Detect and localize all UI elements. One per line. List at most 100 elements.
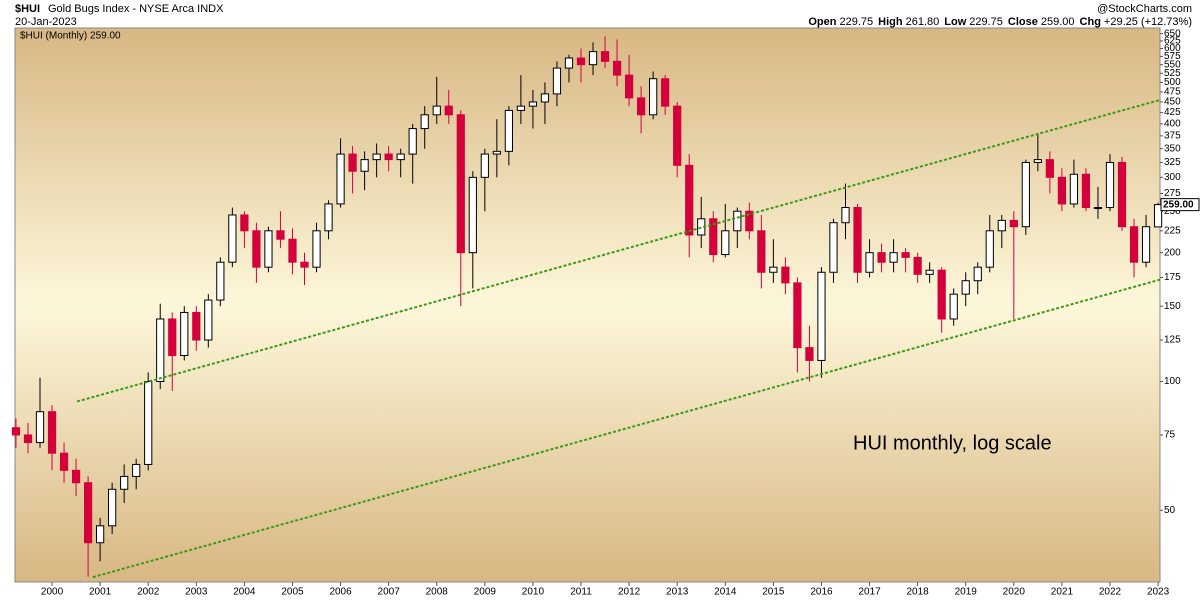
candle-body bbox=[83, 482, 93, 544]
quote-label: Open bbox=[808, 16, 836, 28]
candle-body bbox=[961, 280, 970, 295]
y-tick-label: 350 bbox=[1164, 143, 1181, 154]
candle-body bbox=[372, 153, 381, 161]
candle-body bbox=[264, 230, 273, 268]
x-tick-label: 2008 bbox=[426, 587, 449, 598]
candle-body bbox=[757, 230, 766, 273]
x-tick-label: 2019 bbox=[955, 587, 978, 598]
date: 20-Jan-2023 bbox=[15, 16, 77, 28]
y-tick-label: 50 bbox=[1164, 505, 1176, 516]
candle-body bbox=[132, 463, 141, 477]
candle-body bbox=[769, 266, 778, 273]
candle-body bbox=[661, 78, 670, 107]
candle-body bbox=[745, 210, 754, 232]
candle-body bbox=[865, 252, 874, 273]
candle-body bbox=[71, 469, 81, 484]
candle-body bbox=[829, 222, 838, 273]
y-tick-label: 100 bbox=[1164, 376, 1181, 387]
candle-body bbox=[492, 150, 501, 155]
candle-body bbox=[468, 176, 477, 254]
legend: $HUI (Monthly) 259.00 bbox=[20, 31, 121, 42]
y-tick-label: 575 bbox=[1164, 51, 1181, 62]
candle-body bbox=[240, 214, 249, 232]
x-tick-label: 2021 bbox=[1051, 587, 1074, 598]
symbol: $HUI bbox=[15, 3, 40, 15]
candle-body bbox=[793, 282, 802, 349]
y-tick-label: 375 bbox=[1164, 130, 1181, 141]
candle-body bbox=[1057, 176, 1067, 205]
y-tick-label: 200 bbox=[1164, 247, 1181, 258]
candle-body bbox=[168, 318, 177, 357]
candle-body bbox=[925, 269, 934, 275]
candle-body bbox=[35, 411, 45, 444]
candle-body bbox=[1033, 159, 1042, 163]
candle-body bbox=[276, 230, 285, 240]
candle-body bbox=[108, 488, 117, 527]
candle-body bbox=[1141, 226, 1151, 263]
candle-body bbox=[23, 434, 33, 444]
x-tick-label: 2015 bbox=[762, 587, 785, 598]
candle-body bbox=[877, 252, 886, 263]
candle-body bbox=[997, 219, 1006, 232]
candle-body bbox=[384, 153, 393, 161]
candle-body bbox=[192, 311, 201, 341]
y-tick-label: 250 bbox=[1164, 206, 1181, 217]
x-tick-label: 2014 bbox=[714, 587, 737, 598]
candle-body bbox=[540, 93, 550, 103]
candle-body bbox=[300, 261, 309, 268]
y-tick-label: 300 bbox=[1164, 172, 1181, 183]
candle-body bbox=[528, 101, 538, 107]
x-tick-label: 2011 bbox=[570, 587, 592, 598]
candle-body bbox=[841, 207, 850, 224]
x-tick-label: 2018 bbox=[907, 587, 930, 598]
candle-body bbox=[817, 271, 826, 361]
trendline bbox=[76, 98, 1161, 403]
candle-body bbox=[624, 74, 634, 99]
candle-body bbox=[444, 105, 453, 116]
candle-body bbox=[59, 452, 69, 471]
quote-value: 229.75 bbox=[969, 16, 1003, 28]
candle-body bbox=[588, 51, 598, 66]
x-tick-label: 2012 bbox=[618, 587, 641, 598]
y-tick-label: 125 bbox=[1164, 335, 1181, 346]
x-tick-label: 2023 bbox=[1147, 587, 1170, 598]
candle-body bbox=[47, 411, 57, 454]
candle-body bbox=[96, 525, 105, 544]
quote: Open 229.75 High 261.80 Low 229.75 Close 259.00… bbox=[808, 16, 1192, 28]
x-tick-label: 2022 bbox=[1099, 587, 1122, 598]
candle-body bbox=[216, 261, 225, 301]
candle-body bbox=[1117, 161, 1127, 228]
candle-body bbox=[180, 311, 189, 357]
x-tick-label: 2001 bbox=[89, 587, 112, 598]
x-tick-label: 2005 bbox=[281, 587, 304, 598]
annotation: HUI monthly, log scale bbox=[853, 432, 1052, 454]
x-tick-label: 2020 bbox=[1003, 587, 1026, 598]
quote-value: 261.80 bbox=[906, 16, 940, 28]
y-tick-label: 400 bbox=[1164, 119, 1181, 130]
candle-body bbox=[516, 105, 526, 111]
y-tick-label: 625 bbox=[1164, 36, 1181, 47]
candle-body bbox=[1105, 161, 1115, 209]
quote-label: Close bbox=[1008, 16, 1038, 28]
candle-body bbox=[420, 114, 429, 130]
candle-body bbox=[1153, 204, 1163, 228]
y-tick-label: 325 bbox=[1164, 157, 1181, 168]
candle-body bbox=[336, 153, 345, 205]
candle-body bbox=[721, 230, 730, 256]
candle-body bbox=[504, 109, 513, 152]
y-tick-label: 150 bbox=[1164, 301, 1181, 312]
candle-body bbox=[673, 105, 682, 166]
y-tick-label: 450 bbox=[1164, 97, 1181, 108]
candle-body bbox=[144, 381, 153, 465]
candle-body bbox=[805, 347, 814, 361]
candle-body bbox=[432, 105, 441, 116]
watermark: @StockCharts.com bbox=[1097, 3, 1192, 15]
quote-label: High bbox=[878, 16, 903, 28]
candle-body bbox=[204, 299, 213, 341]
y-tick-label: 225 bbox=[1164, 225, 1181, 236]
candle-body bbox=[576, 57, 586, 66]
candle-body bbox=[1045, 159, 1054, 178]
candle-body bbox=[564, 57, 574, 69]
